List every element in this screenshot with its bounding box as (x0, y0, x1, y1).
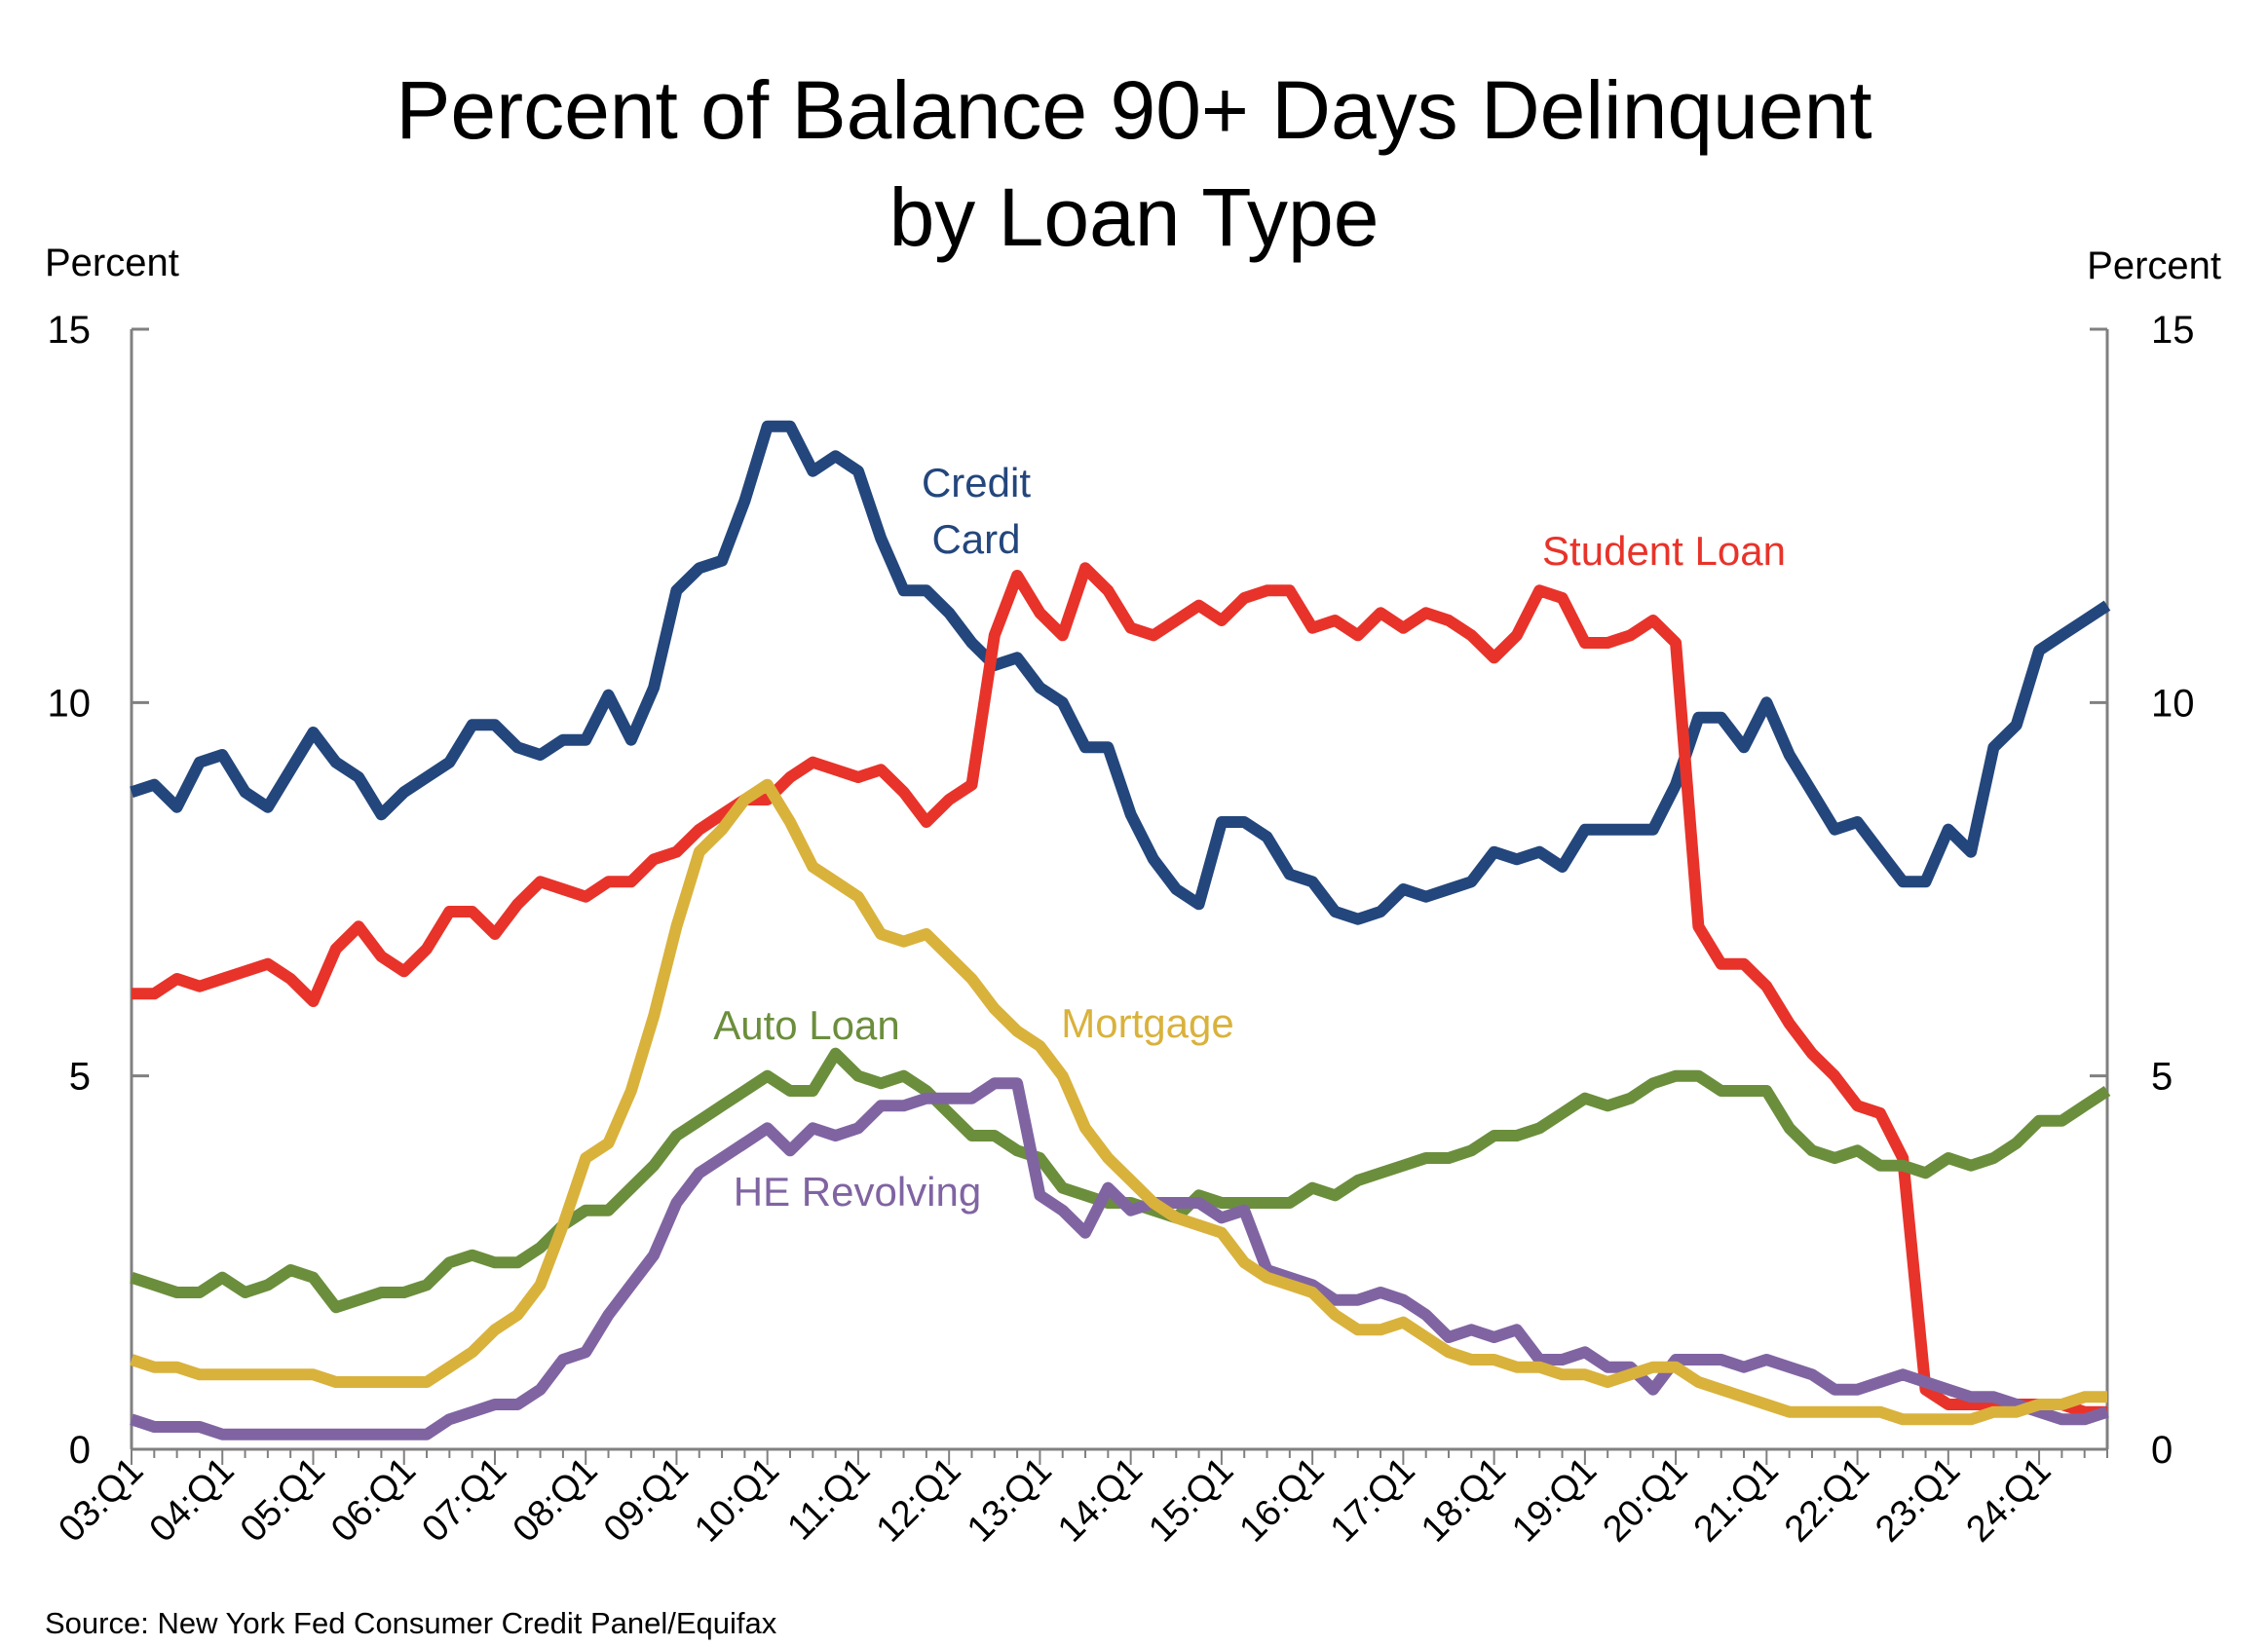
series-label-credit-card: Card (931, 516, 1020, 562)
y-tick-label-left: 0 (69, 1429, 91, 1472)
x-axis-ticks: 03:Q104:Q105:Q106:Q107:Q108:Q109:Q110:Q1… (51, 1449, 2108, 1551)
x-tick-label: 08:Q1 (506, 1450, 606, 1551)
x-tick-label: 10:Q1 (687, 1450, 787, 1551)
chart-title-line-1: Percent of Balance 90+ Days Delinquent (396, 64, 1871, 156)
series-lines (130, 420, 2111, 1440)
left-axis-unit-label: Percent (45, 242, 179, 284)
x-tick-label: 18:Q1 (1414, 1450, 1514, 1551)
source-note: Source: New York Fed Consumer Credit Pan… (45, 1606, 777, 1640)
y-tick-label-right: 10 (2151, 682, 2195, 725)
x-tick-label: 12:Q1 (869, 1450, 969, 1551)
x-tick-label: 17:Q1 (1323, 1450, 1423, 1551)
series-labels: Credit Card Student Loan Mortgage Auto Loan H… (713, 460, 1786, 1215)
series-line-credit-card (130, 420, 2111, 925)
x-tick-label: 24:Q1 (1959, 1450, 2060, 1551)
x-tick-label: 03:Q1 (51, 1450, 151, 1551)
right-axis-unit-label: Percent (2087, 244, 2221, 287)
x-tick-label: 04:Q1 (142, 1450, 243, 1551)
y-tick-label-left: 5 (69, 1056, 91, 1099)
y-tick-label-right: 5 (2151, 1056, 2173, 1099)
series-line-he-revolving (130, 1077, 2109, 1440)
series-label-student-loan: Student Loan (1542, 528, 1786, 574)
x-tick-label: 09:Q1 (596, 1450, 697, 1551)
x-tick-label: 15:Q1 (1141, 1450, 1241, 1551)
y-tick-label-right: 15 (2151, 309, 2195, 352)
series-label-auto-loan: Auto Loan (713, 1002, 900, 1048)
series-label-he-revolving: HE Revolving (734, 1169, 981, 1215)
x-tick-label: 21:Q1 (1686, 1450, 1787, 1551)
series-line-mortgage (130, 778, 2107, 1426)
x-tick-label: 20:Q1 (1596, 1450, 1696, 1551)
x-tick-label: 06:Q1 (323, 1450, 424, 1551)
series-label-mortgage: Mortgage (1061, 1000, 1233, 1046)
x-tick-label: 23:Q1 (1868, 1450, 1968, 1551)
x-tick-label: 14:Q1 (1050, 1450, 1151, 1551)
x-tick-label: 22:Q1 (1777, 1450, 1877, 1551)
x-tick-label: 05:Q1 (233, 1450, 333, 1551)
x-tick-label: 16:Q1 (1232, 1450, 1333, 1551)
chart-title-line-2: by Loan Type (889, 171, 1380, 263)
y-tick-label-left: 15 (48, 309, 92, 352)
x-tick-label: 11:Q1 (779, 1450, 878, 1549)
plot-frame (130, 329, 2109, 1451)
series-label-credit-card: Credit (922, 460, 1031, 505)
series-line-student-loan (132, 562, 2107, 1418)
series-line-auto-loan (130, 1047, 2111, 1314)
y-axis-ticks: 0 0 5 5 10 10 15 15 (48, 309, 2195, 1472)
x-tick-label: 19:Q1 (1504, 1450, 1605, 1551)
y-tick-label-left: 10 (48, 682, 92, 725)
y-tick-label-right: 0 (2151, 1429, 2173, 1472)
x-tick-label: 13:Q1 (960, 1450, 1060, 1551)
x-tick-label: 07:Q1 (414, 1450, 514, 1551)
